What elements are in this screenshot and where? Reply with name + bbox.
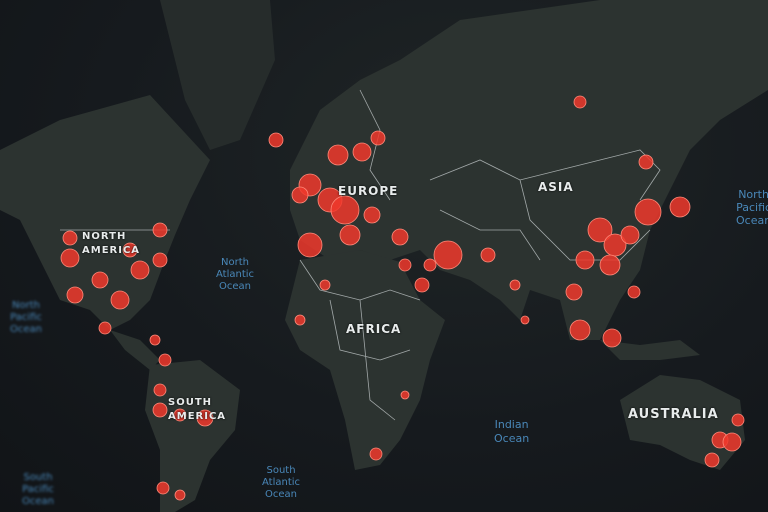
- case-marker: [291, 186, 309, 204]
- case-marker: [569, 319, 591, 341]
- case-marker: [391, 228, 409, 246]
- label-africa: AFRICA: [346, 322, 402, 336]
- case-marker: [196, 409, 214, 427]
- case-marker: [363, 206, 381, 224]
- case-marker: [704, 452, 720, 468]
- label-south-america: SOUTH AMERICA: [168, 397, 227, 422]
- case-marker: [339, 224, 361, 246]
- case-marker: [423, 258, 437, 272]
- southeast-asia-islands: [600, 340, 700, 360]
- case-marker: [122, 242, 138, 258]
- case-marker: [398, 258, 412, 272]
- australia-land: [620, 375, 745, 470]
- case-marker: [173, 408, 187, 422]
- greenland: [160, 0, 275, 150]
- case-marker: [634, 198, 662, 226]
- label-north-america: NORTH AMERICA: [82, 231, 141, 256]
- label-indian-ocean: Indian Ocean: [494, 418, 530, 445]
- label-north-pacific-right: North Pacific Ocean: [736, 188, 768, 227]
- south-america-land: [145, 360, 240, 512]
- case-marker: [370, 130, 386, 146]
- case-marker: [130, 260, 150, 280]
- case-marker: [669, 196, 691, 218]
- case-marker: [602, 328, 622, 348]
- case-markers: [60, 95, 745, 501]
- case-marker: [587, 217, 613, 243]
- case-marker: [731, 413, 745, 427]
- case-marker: [599, 254, 621, 276]
- case-marker: [638, 154, 654, 170]
- case-marker: [722, 432, 742, 452]
- case-marker: [153, 383, 167, 397]
- case-marker: [352, 142, 372, 162]
- case-marker: [149, 334, 161, 346]
- case-marker: [319, 279, 331, 291]
- north-america-land: [0, 95, 210, 330]
- label-asia: ASIA: [538, 180, 574, 194]
- case-marker: [620, 225, 640, 245]
- case-marker: [152, 222, 168, 238]
- case-marker: [294, 314, 306, 326]
- case-marker: [91, 271, 109, 289]
- case-marker: [268, 132, 284, 148]
- eurasia-land: [290, 0, 768, 340]
- central-america-land: [110, 330, 160, 370]
- label-north-pacific-left: North Pacific Ocean: [10, 300, 42, 335]
- case-marker: [152, 252, 168, 268]
- case-marker: [433, 240, 463, 270]
- label-south-pacific-left: South Pacific Ocean: [22, 472, 54, 507]
- case-marker: [480, 247, 496, 263]
- case-marker: [520, 315, 530, 325]
- case-marker: [152, 402, 168, 418]
- case-marker: [369, 447, 383, 461]
- case-marker: [565, 283, 583, 301]
- case-marker: [327, 144, 349, 166]
- africa-land: [285, 250, 445, 470]
- case-marker: [110, 290, 130, 310]
- case-marker: [509, 279, 521, 291]
- case-marker: [60, 248, 80, 268]
- label-north-atlantic: North Atlantic Ocean: [216, 257, 255, 292]
- case-marker: [98, 321, 112, 335]
- case-marker: [573, 95, 587, 109]
- case-marker: [400, 390, 410, 400]
- case-marker: [575, 250, 595, 270]
- case-marker: [297, 232, 323, 258]
- label-europe: EUROPE: [338, 184, 399, 198]
- country-borders: [60, 89, 661, 421]
- case-marker: [174, 489, 186, 501]
- case-marker: [158, 353, 172, 367]
- case-marker: [62, 230, 78, 246]
- label-australia: AUSTRALIA: [628, 407, 719, 422]
- case-marker: [414, 277, 430, 293]
- case-marker: [330, 195, 360, 225]
- case-marker: [156, 481, 170, 495]
- case-marker: [66, 286, 84, 304]
- case-marker: [627, 285, 641, 299]
- label-south-atlantic: South Atlantic Ocean: [262, 465, 301, 500]
